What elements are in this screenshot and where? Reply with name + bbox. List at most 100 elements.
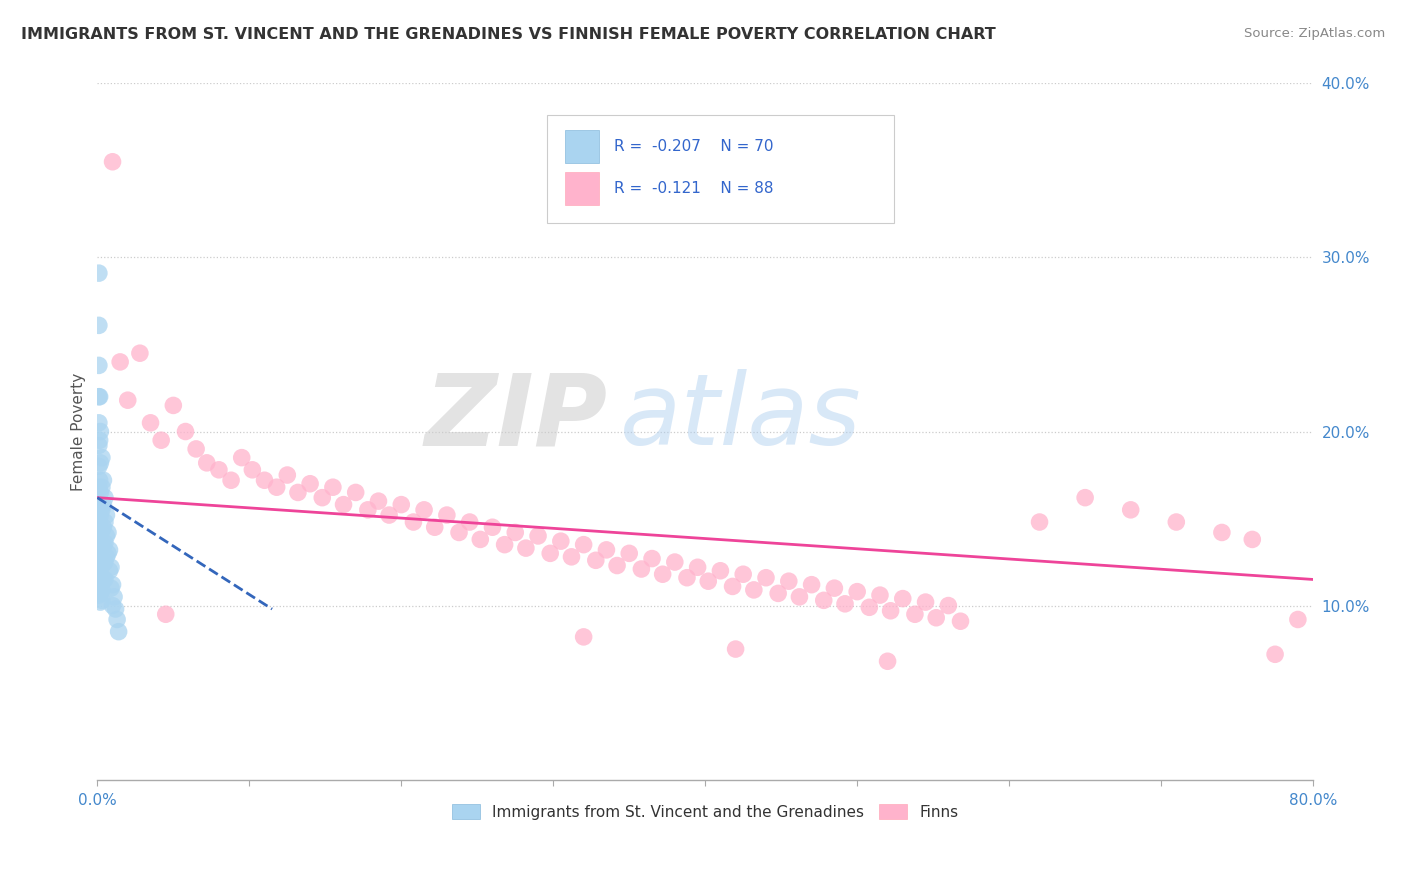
Point — [733, 567, 755, 582]
Point — [93, 473, 115, 487]
Point — [402, 515, 425, 529]
Point — [823, 581, 845, 595]
Point — [87, 555, 110, 569]
Point — [87, 542, 110, 557]
Point — [195, 456, 218, 470]
Point — [107, 624, 129, 639]
Point — [89, 485, 111, 500]
Point — [139, 416, 162, 430]
Point — [1074, 491, 1097, 505]
Point — [89, 425, 111, 439]
Point — [891, 591, 914, 606]
Point — [87, 529, 110, 543]
Point — [266, 480, 288, 494]
Point — [87, 459, 110, 474]
Point — [89, 525, 111, 540]
Point — [494, 538, 516, 552]
Point — [87, 588, 110, 602]
Point — [527, 529, 550, 543]
Point — [606, 558, 628, 573]
Point — [686, 560, 709, 574]
Point — [709, 564, 731, 578]
Point — [89, 549, 111, 564]
Point — [1119, 503, 1142, 517]
Point — [219, 473, 242, 487]
Point — [481, 520, 503, 534]
Point — [538, 546, 561, 560]
Point — [858, 600, 880, 615]
Point — [1241, 533, 1264, 547]
Point — [1264, 648, 1286, 662]
Point — [846, 584, 869, 599]
Point — [93, 540, 115, 554]
Point — [938, 599, 960, 613]
Text: R =  -0.121    N = 88: R = -0.121 N = 88 — [614, 181, 773, 196]
Point — [89, 390, 111, 404]
Point — [869, 588, 891, 602]
Point — [436, 508, 458, 522]
Point — [93, 557, 115, 571]
Point — [89, 541, 111, 555]
Point — [560, 549, 582, 564]
Point — [585, 553, 607, 567]
Point — [311, 491, 333, 505]
Point — [378, 508, 401, 522]
Point — [89, 586, 111, 600]
Point — [90, 557, 112, 571]
Point — [813, 593, 835, 607]
Point — [1166, 515, 1188, 529]
Point — [766, 586, 789, 600]
Point — [89, 577, 111, 591]
Point — [93, 520, 115, 534]
Point — [90, 571, 112, 585]
Point — [572, 630, 595, 644]
Point — [87, 515, 110, 529]
Point — [1211, 525, 1233, 540]
Point — [89, 456, 111, 470]
Point — [155, 607, 177, 622]
Point — [87, 416, 110, 430]
Point — [174, 425, 197, 439]
Point — [231, 450, 253, 465]
Point — [447, 525, 470, 540]
Point — [834, 597, 856, 611]
Point — [755, 571, 778, 585]
Point — [367, 494, 389, 508]
Point — [800, 577, 823, 591]
Point — [94, 515, 117, 529]
Point — [184, 442, 207, 456]
Text: ZIP: ZIP — [425, 369, 607, 467]
Point — [287, 485, 309, 500]
FancyBboxPatch shape — [547, 115, 894, 223]
Legend: Immigrants from St. Vincent and the Grenadines, Finns: Immigrants from St. Vincent and the Gren… — [447, 799, 963, 824]
Point — [98, 564, 121, 578]
Point — [90, 503, 112, 517]
Point — [100, 581, 122, 595]
Point — [89, 567, 111, 582]
Point — [94, 491, 117, 505]
Point — [87, 567, 110, 582]
Point — [101, 154, 124, 169]
Point — [470, 533, 492, 547]
Point — [89, 555, 111, 569]
Point — [276, 468, 298, 483]
Text: atlas: atlas — [620, 369, 862, 467]
Point — [423, 520, 446, 534]
Point — [117, 393, 139, 408]
Point — [94, 536, 117, 550]
Point — [97, 546, 120, 560]
Point — [98, 542, 121, 557]
Point — [162, 399, 184, 413]
Point — [641, 551, 664, 566]
Point — [515, 541, 537, 555]
Point — [949, 614, 972, 628]
Point — [904, 607, 927, 622]
Point — [103, 590, 125, 604]
Point — [90, 593, 112, 607]
Point — [208, 463, 231, 477]
Point — [129, 346, 152, 360]
Point — [108, 355, 131, 369]
Text: IMMIGRANTS FROM ST. VINCENT AND THE GRENADINES VS FINNISH FEMALE POVERTY CORRELA: IMMIGRANTS FROM ST. VINCENT AND THE GREN… — [21, 27, 995, 42]
Point — [104, 602, 127, 616]
Point — [879, 604, 901, 618]
